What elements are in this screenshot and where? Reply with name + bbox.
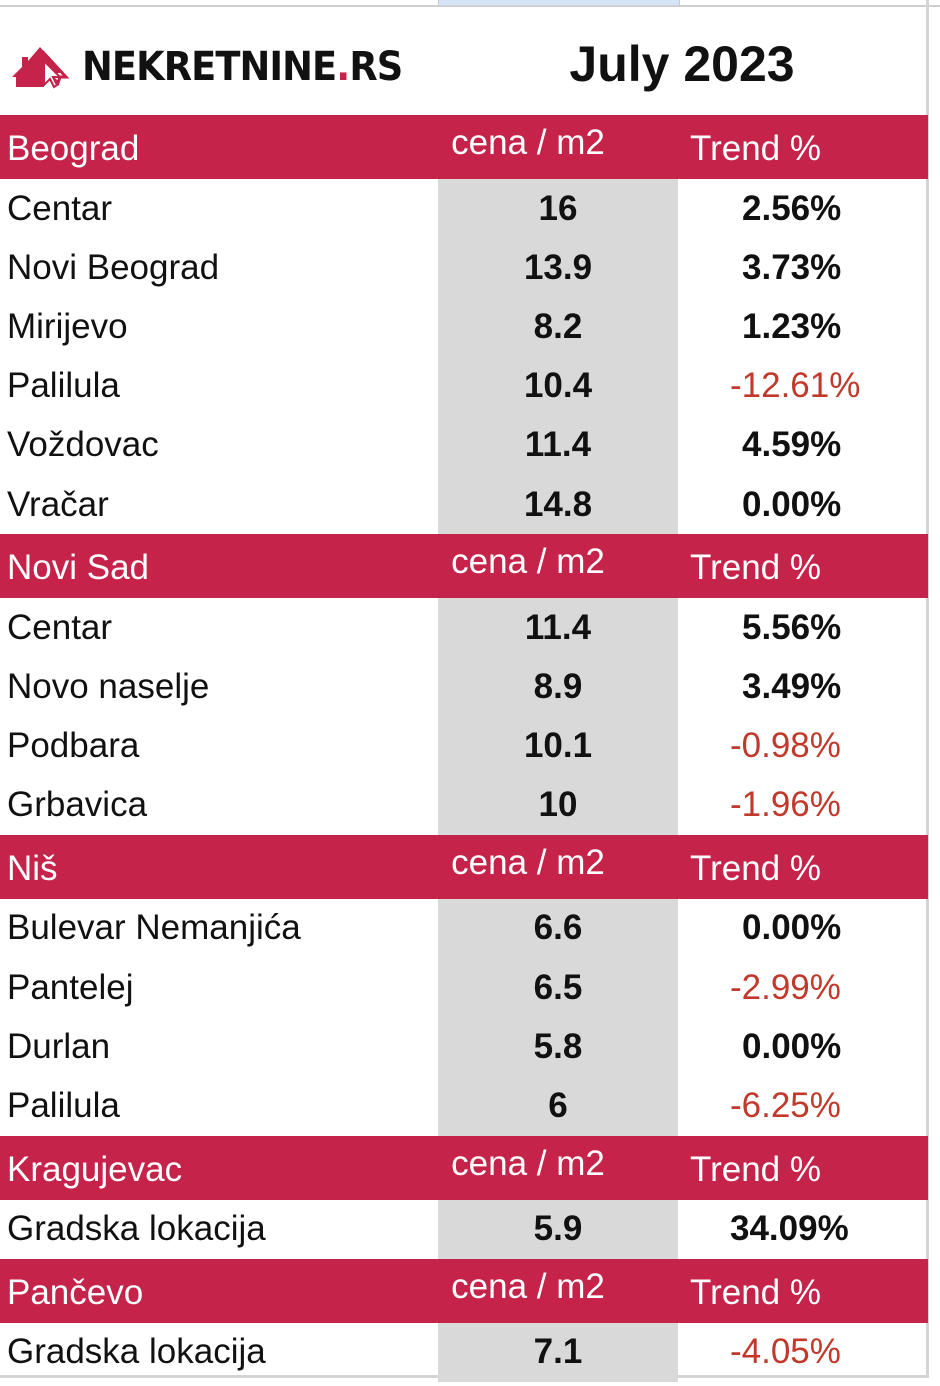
right-gridline <box>926 0 929 1378</box>
table-row: Durlan 5.8 0.00% <box>0 1017 928 1077</box>
table-row: Palilula 6 -6.25% <box>0 1076 928 1136</box>
area-name: Gradska lokacija <box>7 1332 266 1372</box>
price-value: 8.2 <box>438 297 678 357</box>
trend-column-header: Trend % <box>690 129 821 168</box>
trend-value-negative: -6.25% <box>730 1086 841 1126</box>
trend-column-header: Trend % <box>690 848 821 888</box>
table-row: Centar 11.4 5.56% <box>0 598 928 658</box>
trend-value: 0.00% <box>742 908 842 948</box>
city-name: Niš <box>7 848 58 888</box>
table-row: Voždovac 11.4 4.59% <box>0 415 928 475</box>
city-name: Beograd <box>7 129 140 168</box>
trend-value: 1.23% <box>742 306 842 346</box>
trend-value-negative: -12.61% <box>730 366 861 406</box>
price-value: 8.9 <box>438 657 678 717</box>
price-value: 6.6 <box>438 898 678 959</box>
price-value: 5.9 <box>438 1199 678 1259</box>
area-name: Pantelej <box>7 967 134 1007</box>
area-name: Voždovac <box>7 425 159 465</box>
table-row: Grbavica 10 -1.96% <box>0 775 928 835</box>
price-value: 6 <box>438 1076 678 1136</box>
price-value: 10.1 <box>438 716 678 776</box>
trend-value-negative: -0.98% <box>730 726 841 766</box>
area-name: Durlan <box>7 1026 111 1066</box>
price-column-header: cena / m2 <box>451 123 605 162</box>
area-name: Podbara <box>7 726 140 766</box>
selected-column-header <box>438 0 680 5</box>
trend-value-negative: -1.96% <box>730 785 841 825</box>
trend-value: 3.73% <box>742 247 842 287</box>
section-header-kragujevac: Kragujevac cena / m2 Trend % <box>0 1135 928 1200</box>
area-name: Palilula <box>7 1086 120 1126</box>
trend-column-header: Trend % <box>690 548 821 588</box>
price-value: 11.4 <box>438 415 678 475</box>
price-table: Beograd cena / m2 Trend % Centar 16 2.56% … <box>0 115 928 1382</box>
area-name: Palilula <box>7 366 120 406</box>
table-row: Palilula 10.4 -12.61% <box>0 356 928 416</box>
report-header: NEKRETNINE.RS July 2023 <box>0 7 926 115</box>
trend-value: 4.59% <box>742 425 842 465</box>
area-name: Bulevar Nemanjića <box>7 908 301 948</box>
area-name: Novi Beograd <box>7 247 220 287</box>
price-column-header: cena / m2 <box>451 1143 605 1183</box>
section-header-pancevo: Pančevo cena / m2 Trend % <box>0 1258 928 1323</box>
section-header-novi-sad: Novi Sad cena / m2 Trend % <box>0 534 928 599</box>
area-name: Centar <box>7 607 113 647</box>
trend-value: 2.56% <box>742 188 842 228</box>
trend-value: 0.00% <box>742 484 842 524</box>
price-value: 13.9 <box>438 238 678 298</box>
price-column-header: cena / m2 <box>451 542 605 582</box>
trend-column-header: Trend % <box>690 1272 821 1312</box>
area-name: Centar <box>7 188 113 228</box>
spreadsheet-top-edge <box>0 0 940 7</box>
city-name: Kragujevac <box>7 1149 183 1189</box>
table-row: Pantelej 6.5 -2.99% <box>0 958 928 1018</box>
price-value: 10 <box>438 775 678 835</box>
price-value: 11.4 <box>438 598 678 658</box>
area-name: Mirijevo <box>7 306 128 346</box>
price-column-header: cena / m2 <box>451 842 605 882</box>
trend-value: 5.56% <box>742 607 842 647</box>
trend-value: 34.09% <box>730 1209 849 1249</box>
price-value: 16 <box>438 179 678 239</box>
area-name: Gradska lokacija <box>7 1209 266 1249</box>
brand-name: NEKRETNINE.RS <box>82 44 403 90</box>
table-row: Mirijevo 8.2 1.23% <box>0 297 928 357</box>
area-name: Novo naselje <box>7 666 210 706</box>
area-name: Grbavica <box>7 785 148 825</box>
brand-logo: NEKRETNINE.RS <box>10 37 430 97</box>
table-row: Bulevar Nemanjića 6.6 0.00% <box>0 898 928 959</box>
table-row: Gradska lokacija 5.9 34.09% <box>0 1199 928 1259</box>
price-value: 5.8 <box>438 1017 678 1077</box>
table-row: Novi Beograd 13.9 3.73% <box>0 238 928 298</box>
table-row: Novo naselje 8.9 3.49% <box>0 657 928 717</box>
area-name: Vračar <box>7 484 109 524</box>
price-value: 10.4 <box>438 356 678 416</box>
house-cursor-icon <box>12 47 70 89</box>
table-row: Centar 16 2.56% <box>0 179 928 239</box>
trend-column-header: Trend % <box>690 1149 821 1189</box>
trend-value: 3.49% <box>742 666 842 706</box>
city-name: Pančevo <box>7 1272 144 1312</box>
section-header-beograd: Beograd cena / m2 Trend % <box>0 115 928 179</box>
report-period-title: July 2023 <box>569 36 795 92</box>
price-value: 6.5 <box>438 958 678 1018</box>
section-header-nis: Niš cena / m2 Trend % <box>0 834 928 899</box>
city-name: Novi Sad <box>7 548 150 588</box>
price-value: 14.8 <box>438 474 678 535</box>
table-row: Gradska lokacija 7.1 -4.05% <box>0 1322 928 1382</box>
trend-value-negative: -2.99% <box>730 967 841 1007</box>
table-row: Vračar 14.8 0.00% <box>0 474 928 535</box>
price-column-header: cena / m2 <box>451 1266 605 1306</box>
table-row: Podbara 10.1 -0.98% <box>0 716 928 776</box>
price-value: 7.1 <box>438 1322 678 1382</box>
trend-value-negative: -4.05% <box>730 1332 841 1372</box>
trend-value: 0.00% <box>742 1026 842 1066</box>
